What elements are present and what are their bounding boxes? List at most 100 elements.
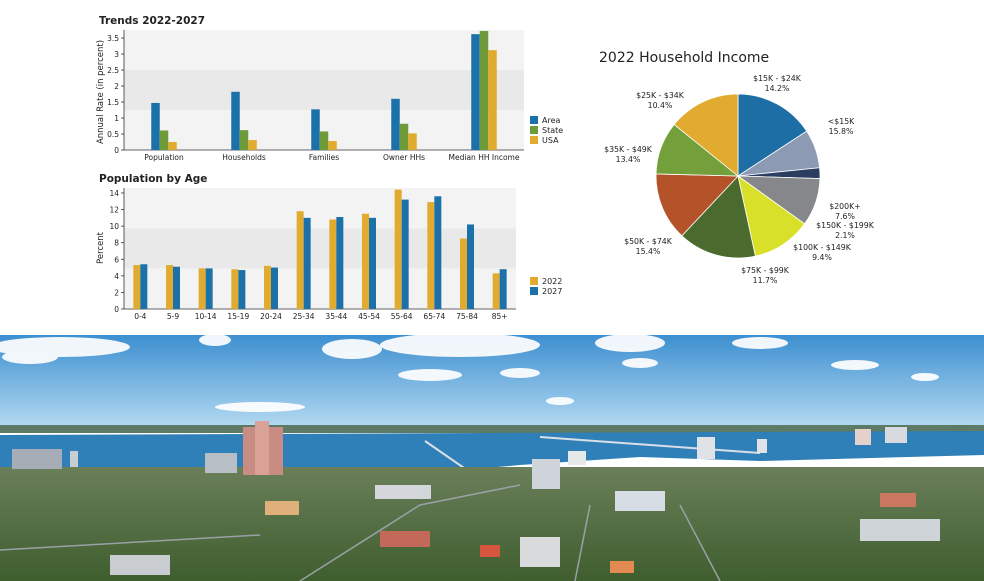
bar-2022-10: [460, 238, 467, 309]
bar-usa-1: [248, 140, 257, 150]
bar-area-1: [231, 91, 240, 150]
pie-slice-label: $25K - $34K: [636, 91, 685, 100]
bar-usa-3: [408, 133, 417, 150]
y-tick-label: 2.5: [107, 66, 119, 75]
age-x-axis: 0-4 5-9 10-14 15-19 20-24 25-34 35-44 45-54 55-6…: [134, 312, 507, 321]
age-chart: Population by Age 0 2 4 6 8 10 12 14 Percent 0-…: [96, 173, 562, 321]
bar-state-1: [239, 130, 249, 150]
x-tick-label: 5-9: [167, 312, 179, 321]
legend-label-area: Area: [542, 116, 561, 125]
bar-2022-2: [198, 268, 206, 309]
legend-label-state: State: [542, 126, 563, 135]
pie-slice-label: $150K - $199K: [816, 221, 875, 230]
x-tick-label: 45-54: [358, 312, 380, 321]
legend-swatch-state: [530, 126, 538, 134]
trends-bars: [151, 30, 497, 150]
plot-band: [124, 228, 516, 269]
buildings: [12, 421, 940, 575]
legend-swatch-area: [530, 116, 538, 124]
age-y-label: Percent: [96, 231, 106, 264]
plot-band: [124, 188, 516, 229]
trends-title: Trends 2022-2027: [99, 15, 205, 27]
bar-2027-6: [336, 217, 344, 309]
plot-band: [124, 70, 524, 110]
age-bars: [133, 189, 507, 309]
bar-state-4: [479, 30, 489, 150]
bar-2022-8: [394, 189, 402, 309]
y-tick-label: 0: [114, 146, 119, 155]
plot-band: [124, 268, 516, 309]
legend-swatch-2022: [530, 277, 538, 285]
bar-area-4: [471, 34, 480, 150]
x-tick-label: 10-14: [195, 312, 217, 321]
legend-label-usa: USA: [542, 136, 559, 145]
bar-2027-3: [238, 270, 246, 309]
clouds: [0, 335, 939, 412]
bar-2022-9: [427, 202, 435, 309]
y-tick-label: 2: [114, 82, 119, 91]
plot-band: [124, 30, 524, 70]
x-tick-label: 75-84: [456, 312, 478, 321]
pie-slice-percent: 15.4%: [636, 247, 661, 256]
bar-2022-3: [231, 269, 239, 309]
y-tick-label: 1.5: [107, 98, 119, 107]
bar-usa-2: [328, 141, 337, 150]
y-tick-label: 14: [109, 189, 119, 198]
x-tick-label: 15-19: [227, 312, 249, 321]
pie-slice-label: $200K+: [829, 202, 861, 211]
trends-chart: Trends 2022-2027 0 0.5 1 1.5 2 2.5 3 3.5 Annual…: [96, 15, 563, 162]
aerial-city-photo: [0, 335, 984, 581]
bar-2027-10: [467, 224, 474, 309]
x-tick-label: 35-44: [325, 312, 347, 321]
y-tick-label: 4: [114, 272, 119, 281]
pie-slice-label: <$15K: [828, 117, 855, 126]
x-tick-label: 0-4: [134, 312, 146, 321]
y-tick-label: 6: [114, 255, 119, 264]
trends-y-axis: 0 0.5 1 1.5 2 2.5 3 3.5: [107, 30, 524, 155]
y-tick-label: 10: [109, 222, 119, 231]
age-legend: 2022 2027: [530, 277, 562, 296]
bar-2022-7: [362, 213, 369, 309]
y-tick-label: 0.5: [107, 130, 119, 139]
y-tick-label: 8: [114, 239, 119, 248]
x-tick-label: 25-34: [293, 312, 315, 321]
pie-slice-label: $75K - $99K: [741, 266, 790, 275]
x-tick-label: Population: [144, 153, 184, 162]
roads: [0, 484, 721, 581]
x-tick-label: 65-74: [423, 312, 445, 321]
pie-slice-0: [737, 93, 808, 177]
bar-2027-9: [434, 196, 442, 309]
bar-2027-1: [173, 266, 180, 309]
legend-label-2022: 2022: [542, 277, 562, 286]
bar-2027-0: [140, 264, 148, 309]
y-tick-label: 12: [109, 206, 119, 215]
trends-bands: [124, 30, 524, 150]
y-tick-label: 1: [114, 114, 119, 123]
bar-2027-5: [303, 217, 311, 309]
pie-slice-percent: 9.4%: [812, 253, 832, 262]
bridge: [539, 436, 761, 454]
charts-canvas: Trends 2022-2027 0 0.5 1 1.5 2 2.5 3 3.5 Annual…: [96, 15, 875, 321]
bar-usa-0: [168, 142, 177, 150]
pie-slice-percent: 14.2%: [765, 84, 790, 93]
y-tick-label: 0: [114, 305, 119, 314]
age-y-axis: 0 2 4 6 8 10 12 14: [109, 188, 516, 314]
bar-2022-11: [492, 273, 500, 309]
bar-state-3: [399, 123, 409, 150]
bar-2022-4: [264, 265, 271, 309]
x-tick-label: 20-24: [260, 312, 282, 321]
legend-label-2027: 2027: [542, 287, 562, 296]
x-tick-label: 55-64: [391, 312, 413, 321]
bar-2027-7: [369, 217, 376, 309]
y-tick-label: 3: [114, 50, 119, 59]
bar-2027-8: [401, 199, 409, 309]
pie-slice-percent: 15.8%: [829, 127, 854, 136]
pie-slice-5: [681, 175, 756, 259]
trends-legend: Area State USA: [530, 116, 563, 145]
pie-slice-percent: 11.7%: [753, 276, 778, 285]
pie-slice-label: $50K - $74K: [624, 237, 673, 246]
legend-swatch-2027: [530, 287, 538, 295]
x-tick-label: Families: [309, 153, 339, 162]
